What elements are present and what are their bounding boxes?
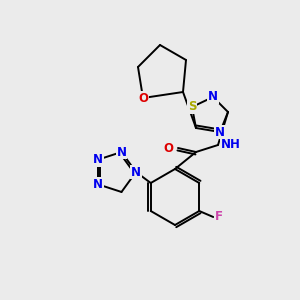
Text: N: N [93, 178, 103, 191]
Text: O: O [138, 92, 148, 104]
Text: N: N [116, 146, 127, 158]
Text: S: S [188, 100, 196, 113]
Text: N: N [208, 91, 218, 103]
Text: F: F [215, 211, 223, 224]
Text: N: N [93, 153, 103, 166]
Text: N: N [215, 125, 225, 139]
Text: O: O [163, 142, 173, 154]
Text: N: N [131, 166, 141, 178]
Text: NH: NH [221, 139, 241, 152]
